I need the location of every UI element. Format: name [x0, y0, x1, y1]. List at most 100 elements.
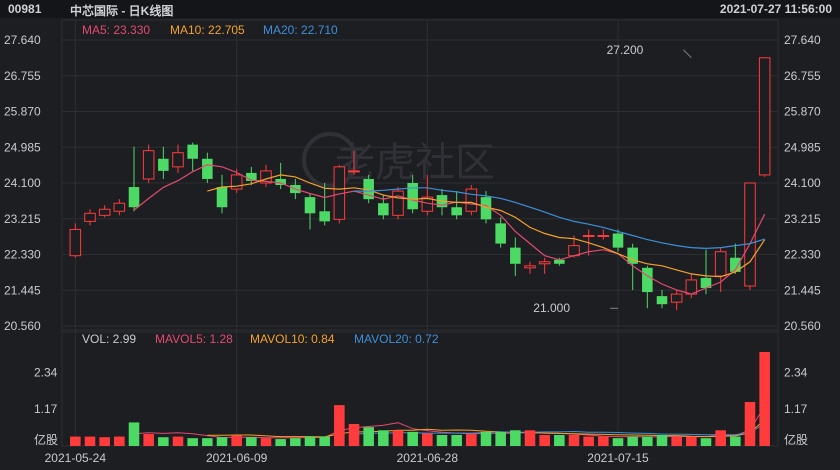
candle-body-up: [538, 261, 551, 265]
volume-tick-right: 1.17: [784, 402, 808, 416]
candle-body-down: [319, 211, 330, 222]
legend-ma10: MA10: 22.705: [170, 23, 245, 37]
annotation-leader: [683, 49, 692, 59]
volume-unit-left: 亿股: [34, 432, 58, 447]
volume-bar: [84, 436, 96, 446]
volume-tick-left: 2.34: [34, 365, 58, 379]
axes-layer: 27.640 27.640 26.755 26.755 25.870 25.870 24.9…: [4, 33, 821, 465]
date-tick: 2021-06-28: [397, 451, 459, 465]
volume-bar: [583, 436, 594, 446]
volume-bar: [524, 430, 536, 446]
mavol-line-mavol20: [353, 422, 765, 436]
ma-line-ma5: [133, 164, 766, 295]
volume-bar: [436, 434, 448, 446]
volume-bar: [451, 434, 462, 446]
volume-bar: [202, 438, 213, 446]
volume-bar: [700, 438, 712, 446]
candle-body-up: [172, 152, 184, 168]
candle-body-up: [392, 190, 404, 216]
date-tick: 2021-05-24: [45, 451, 107, 465]
volume-bar: [128, 422, 140, 446]
volume-bar: [407, 431, 418, 446]
price-tick-right: 24.985: [784, 140, 821, 154]
volume-pane-border: [61, 329, 779, 447]
annotation-label: 21.000: [533, 301, 570, 315]
volume-bar: [480, 431, 492, 446]
price-tick-left: 24.985: [4, 140, 41, 154]
date-tick: 2021-07-15: [587, 451, 649, 465]
volume-bar: [495, 431, 506, 446]
volume-tick-left: 1.17: [34, 402, 58, 416]
candles-layer: [69, 57, 771, 311]
volume-bar: [231, 435, 242, 446]
grid-lines: [61, 19, 779, 447]
price-tick-left: 24.100: [4, 176, 41, 190]
volume-tick-right: 2.34: [784, 365, 808, 379]
legend-mavol5: MAVOL5: 1.28: [155, 332, 233, 346]
candle-body-up: [758, 57, 771, 176]
volume-bar: [392, 430, 404, 446]
price-tick-left: 21.445: [4, 283, 41, 297]
volume-bar: [99, 437, 110, 446]
price-tick-left: 20.560: [4, 319, 41, 333]
volume-bar: [216, 437, 228, 446]
volume-bar: [290, 438, 301, 446]
price-tick-left: 26.755: [4, 69, 41, 83]
candle-body-up: [465, 188, 478, 212]
annotations-layer: 27.200 21.000: [533, 43, 692, 315]
price-pane-border: [61, 19, 779, 333]
volume-unit-right: 亿股: [784, 432, 808, 447]
legend-vol: VOL: 2.99: [82, 332, 136, 346]
price-tick-left: 23.215: [4, 212, 41, 226]
chart-title: 中芯国际 - 日K线图: [70, 4, 174, 18]
candle-body-up: [230, 174, 243, 190]
candle-body-up: [714, 251, 727, 277]
volume-bar: [744, 401, 756, 446]
watermark: 老虎社区: [335, 141, 495, 185]
watermark-logo-icon: [302, 132, 358, 188]
candle-body-down: [627, 247, 638, 264]
candle-body-up: [113, 202, 126, 212]
volume-bar: [671, 436, 682, 446]
candle-body-up: [670, 293, 683, 303]
volume-bar: [70, 436, 81, 446]
volume-bar: [422, 433, 433, 446]
candle-body-down: [656, 296, 668, 305]
volume-bar: [715, 430, 726, 446]
candle-body-down: [451, 207, 462, 216]
candle-body-down: [304, 197, 316, 214]
candle-body-up: [98, 208, 111, 216]
volume-bar: [539, 434, 550, 446]
candle-body-down: [730, 257, 741, 272]
volume-bar: [656, 434, 668, 446]
candle-body-down: [495, 223, 506, 244]
volume-bar: [378, 430, 389, 446]
volume-bar: [642, 436, 653, 446]
volume-bar: [172, 436, 184, 446]
volume-bar: [304, 436, 316, 446]
volume-bar: [187, 438, 198, 446]
price-tick-right: 20.560: [784, 319, 821, 333]
volume-bar: [686, 436, 697, 446]
candle-body-down: [275, 178, 286, 186]
candle-body-up: [348, 170, 360, 173]
volume-bar: [158, 437, 169, 446]
candle-body-down: [700, 277, 712, 289]
candle-body-down: [510, 247, 521, 264]
volume-bar: [627, 436, 638, 446]
candle-body-down: [158, 158, 169, 171]
volume-bar: [466, 434, 477, 446]
volume-bar: [319, 436, 330, 446]
volume-bar: [598, 436, 609, 446]
legend-mavol10: MAVOL10: 0.84: [250, 332, 335, 346]
candle-body-up: [597, 235, 610, 238]
candle-body-up: [582, 235, 595, 238]
price-tick-right: 26.755: [784, 69, 821, 83]
price-tick-right: 21.445: [784, 283, 821, 297]
candle-body-down: [642, 267, 653, 293]
mavol-line-mavol10: [207, 419, 766, 438]
candle-body-up: [142, 150, 155, 180]
ma-line-ma20: [354, 187, 765, 250]
stock-code: 00981: [8, 2, 42, 16]
